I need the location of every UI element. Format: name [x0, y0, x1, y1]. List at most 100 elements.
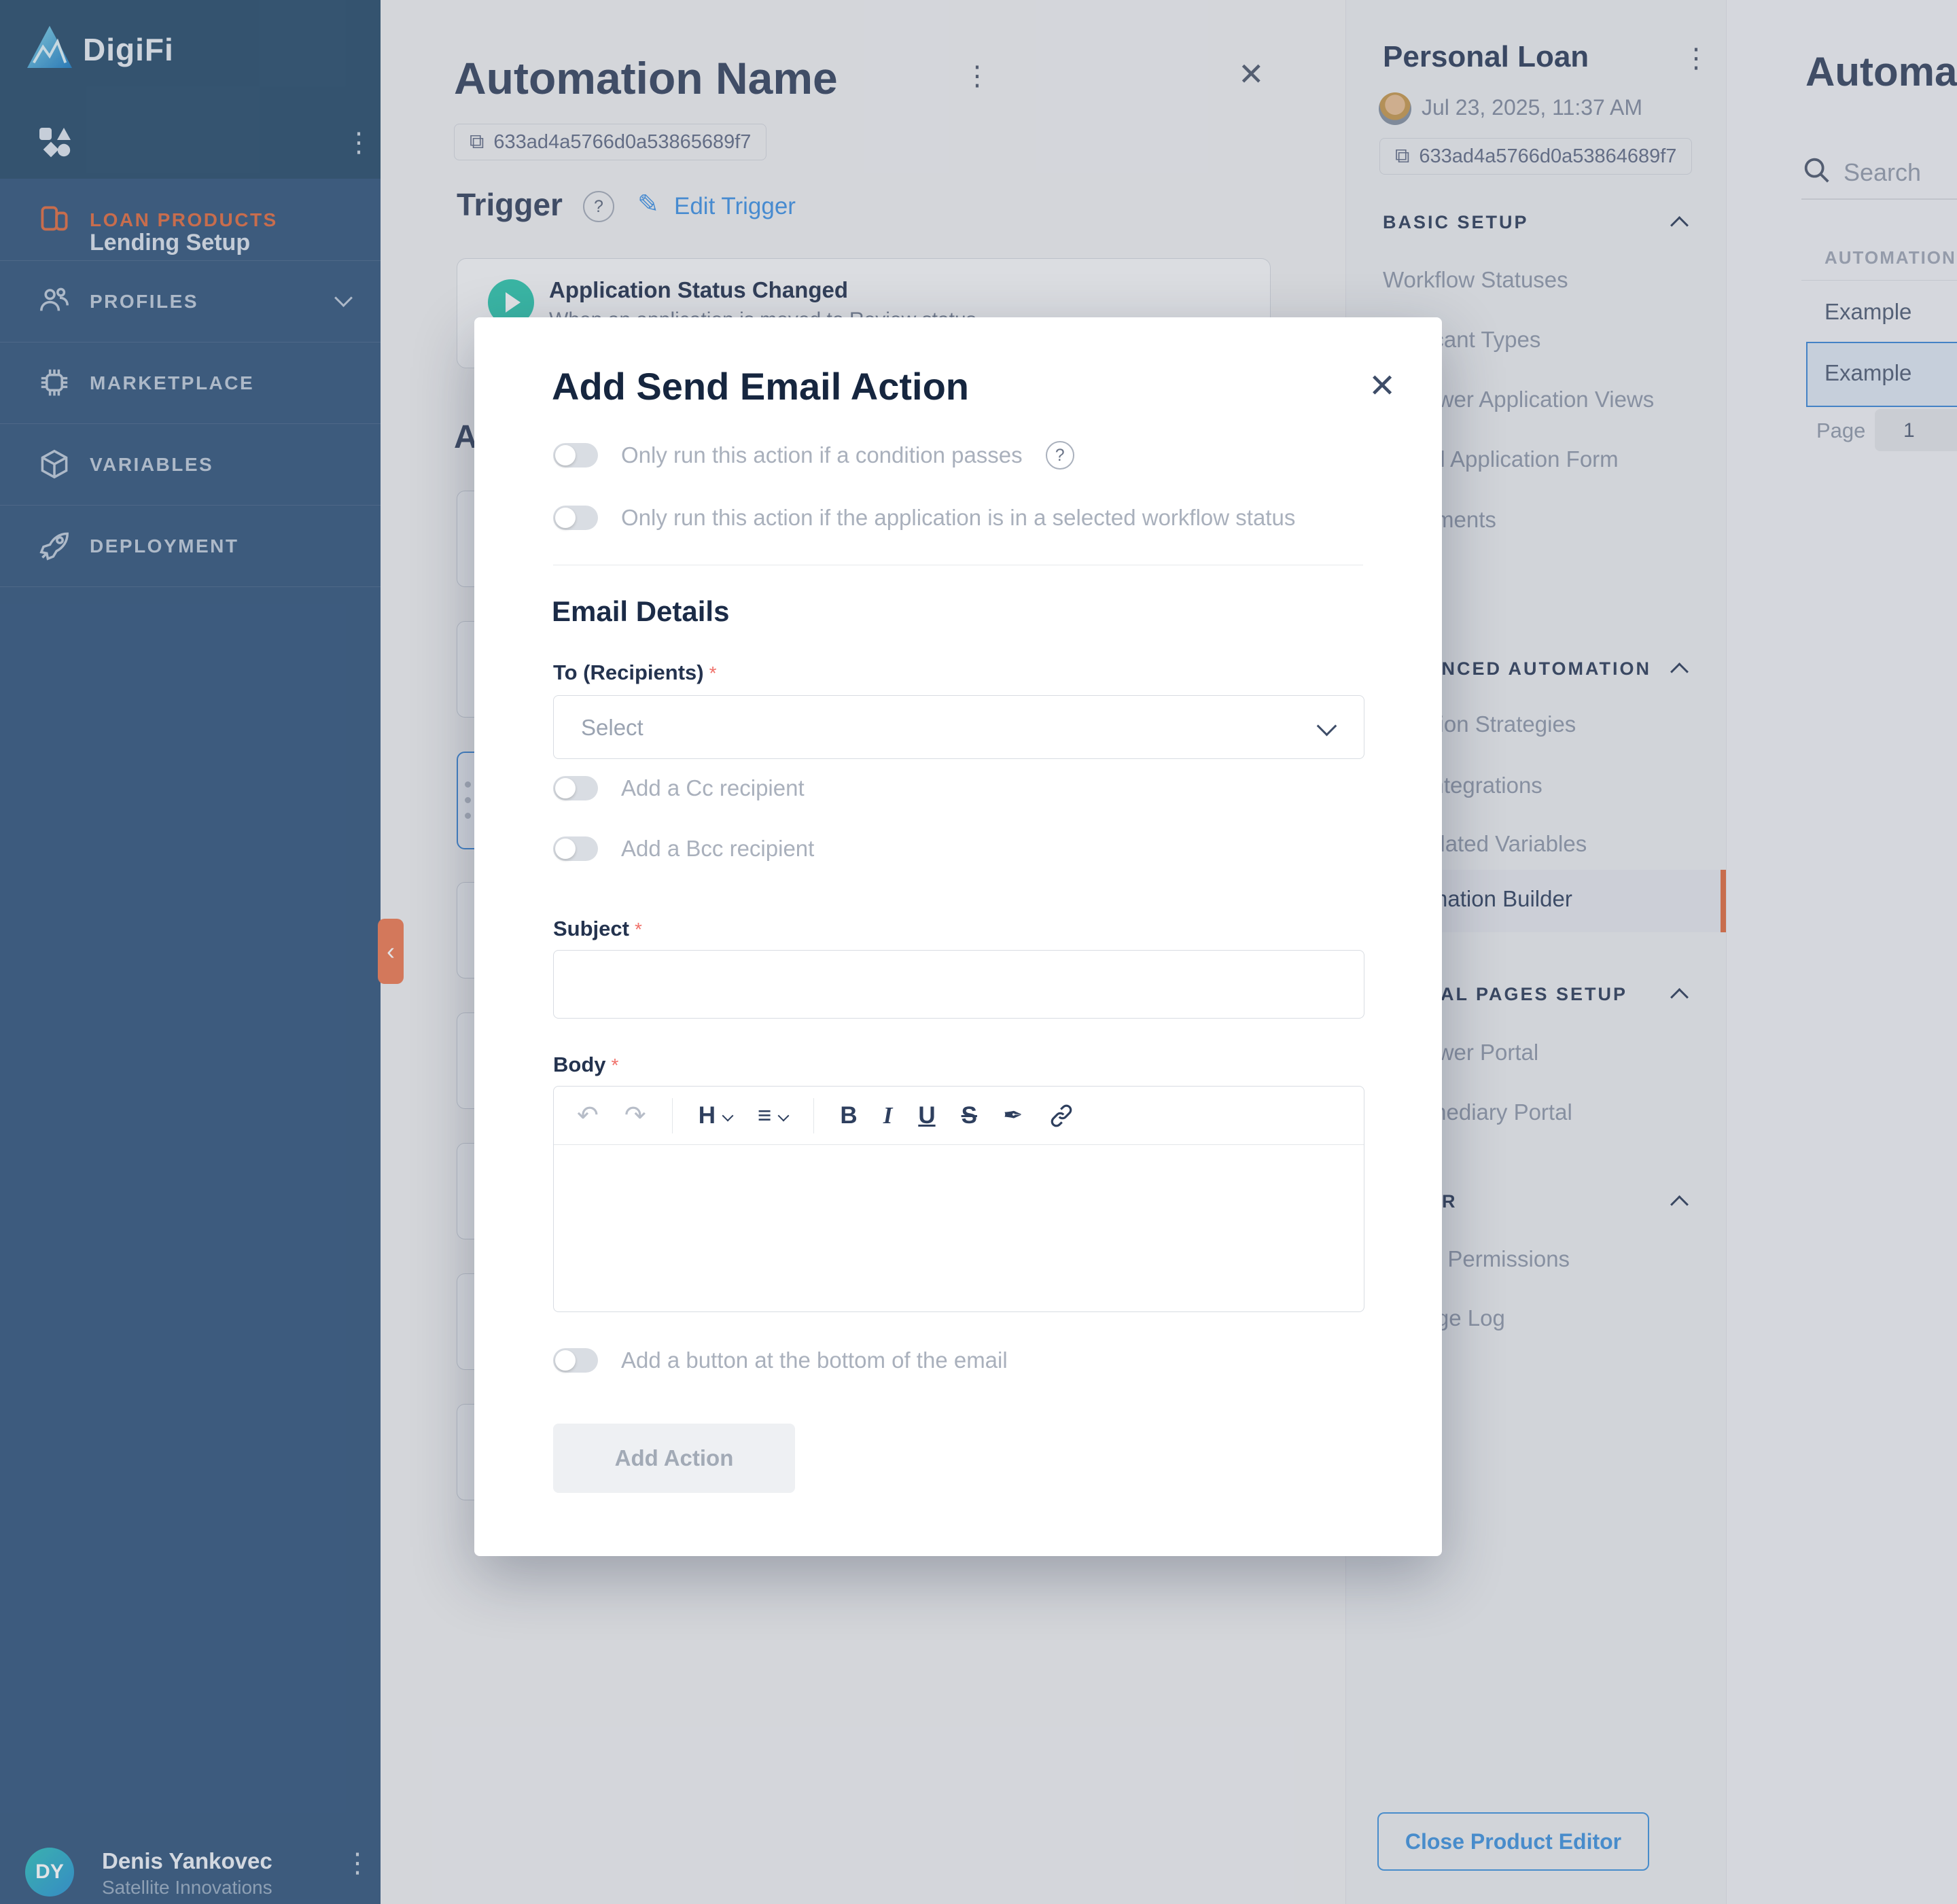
modal-title: Add Send Email Action [552, 365, 969, 408]
pencil-icon: ✎ [637, 190, 659, 219]
menu-item-workflow-statuses[interactable]: Workflow Statuses [1383, 267, 1568, 292]
active-item-bar [1721, 870, 1726, 932]
chevron-down-icon [722, 1110, 734, 1121]
profiles-icon [40, 287, 69, 311]
strikethrough-button[interactable]: S [961, 1102, 977, 1129]
digifi-logo-icon [27, 25, 72, 69]
user-name: Denis Yankovec [102, 1848, 272, 1873]
condition-help-icon[interactable]: ? [1045, 441, 1074, 470]
italic-button[interactable]: I [883, 1102, 893, 1129]
cc-toggle-row: Add a Cc recipient [553, 766, 805, 811]
sidebar-item-label: VARIABLES [90, 454, 214, 475]
add-action-button[interactable]: Add Action [553, 1424, 795, 1493]
user-menu-icon[interactable]: ⋮ [344, 1848, 371, 1878]
automations-heading: Automations [1805, 49, 1957, 94]
sidebar-item-variables[interactable]: VARIABLES [0, 423, 381, 506]
sidebar-item-marketplace[interactable]: MARKETPLACE [0, 342, 381, 424]
table-row-selected-label: Example [1824, 360, 1912, 385]
workflow-status-toggle[interactable] [553, 506, 598, 530]
sidebar-item-deployment[interactable]: DEPLOYMENT [0, 505, 381, 587]
product-date: Jul 23, 2025, 11:37 AM [1422, 95, 1642, 120]
bcc-toggle-row: Add a Bcc recipient [553, 826, 814, 871]
chevron-down-icon [1316, 716, 1337, 737]
bcc-toggle-label: Add a Bcc recipient [621, 835, 815, 861]
underline-button[interactable]: U [918, 1102, 936, 1129]
toolbar-divider [813, 1097, 815, 1133]
automation-menu-icon[interactable]: ⋮ [964, 61, 991, 91]
search-icon [1804, 158, 1829, 183]
table-row-selected[interactable] [1806, 342, 1957, 407]
trigger-heading: Trigger [457, 187, 563, 222]
product-menu-icon[interactable]: ⋮ [1682, 43, 1710, 73]
drag-handle-icon[interactable] [465, 781, 471, 788]
condition-toggle-label: Only run this action if a condition pass… [621, 442, 1023, 468]
section-basic-setup[interactable]: BASIC SETUP [1383, 212, 1529, 232]
sidebar-header: DigiFi Lending Setup ⋮ [0, 0, 381, 254]
bcc-toggle[interactable] [553, 836, 598, 861]
add-send-email-action-modal: Add Send Email Action ✕ Only run this ac… [474, 317, 1442, 1556]
subject-label-row: Subject * [553, 917, 642, 941]
user-org: Satellite Innovations [102, 1877, 272, 1898]
to-recipients-label: To (Recipients) [553, 660, 704, 684]
chevron-left-icon: ‹ [387, 937, 395, 965]
user-avatar[interactable]: DY [25, 1848, 74, 1897]
recipients-select[interactable]: Select [553, 695, 1364, 759]
page-title: Automation Name [454, 53, 838, 103]
select-placeholder: Select [581, 715, 643, 740]
collapse-panel-button[interactable]: ‹ [378, 919, 404, 984]
cc-toggle[interactable] [553, 776, 598, 800]
product-id-chip[interactable]: ⧉ 633ad4a5766d0a53864689f7 [1379, 138, 1693, 175]
undo-icon[interactable]: ↶ [577, 1101, 599, 1130]
workspace-switcher[interactable]: Lending Setup ⋮ [0, 109, 381, 254]
body-editor[interactable]: ↶ ↷ H ≡ B I U S ✒ [553, 1086, 1364, 1312]
required-asterisk: * [611, 1055, 619, 1076]
workspace-menu-icon[interactable]: ⋮ [345, 128, 372, 158]
email-button-toggle-row: Add a button at the bottom of the email [553, 1338, 1008, 1383]
deployment-rocket-icon [39, 532, 69, 561]
sidebar-item-label: LOAN PRODUCTS [90, 209, 278, 230]
column-header-automation-name: AUTOMATION NAME [1824, 247, 1957, 268]
workflow-toggle-label: Only run this action if the application … [621, 504, 1296, 530]
table-row[interactable]: Example [1824, 299, 1912, 324]
email-button-toggle[interactable] [553, 1348, 598, 1373]
copy-icon[interactable]: ⧉ [1395, 145, 1410, 167]
condition-toggle-row: Only run this action if a condition pass… [553, 433, 1074, 478]
search-input[interactable]: Search [1844, 158, 1922, 186]
subject-label: Subject [553, 917, 629, 940]
subject-input[interactable] [553, 950, 1364, 1019]
page-number-box[interactable]: 1 [1875, 409, 1957, 451]
close-product-editor-button[interactable]: Close Product Editor [1377, 1812, 1649, 1871]
loan-products-icon [41, 206, 68, 231]
sidebar-item-label: MARKETPLACE [90, 372, 255, 393]
page-label: Page [1816, 419, 1866, 442]
redo-icon[interactable]: ↷ [624, 1101, 646, 1130]
body-label: Body [553, 1053, 606, 1076]
close-automation-icon[interactable]: ✕ [1238, 56, 1265, 92]
sidebar: DigiFi Lending Setup ⋮ LOAN PRODUCTS PRO… [0, 0, 381, 1904]
heading-dropdown[interactable]: H [699, 1104, 734, 1127]
sidebar-item-label: DEPLOYMENT [90, 535, 239, 557]
bold-button[interactable]: B [840, 1102, 858, 1129]
sidebar-item-profiles[interactable]: PROFILES [0, 260, 381, 342]
highlight-icon[interactable]: ✒ [1002, 1102, 1023, 1129]
trigger-help-icon[interactable]: ? [583, 191, 614, 222]
copy-icon[interactable]: ⧉ [470, 130, 484, 153]
product-title: Personal Loan [1383, 40, 1589, 73]
edit-trigger-link[interactable]: Edit Trigger [674, 193, 796, 219]
workflow-toggle-row: Only run this action if the application … [553, 495, 1295, 540]
link-icon[interactable] [1048, 1103, 1074, 1129]
condition-toggle[interactable] [553, 443, 598, 468]
brand-name: DigiFi [83, 32, 174, 67]
to-recipients-label-row: To (Recipients) * [553, 660, 717, 685]
sidebar-item-label: PROFILES [90, 291, 199, 312]
chevron-down-icon [777, 1110, 790, 1121]
product-id: 633ad4a5766d0a53864689f7 [1419, 145, 1677, 167]
table-divider [1801, 280, 1957, 281]
list-dropdown[interactable]: ≡ [758, 1104, 790, 1127]
page-number: 1 [1903, 419, 1915, 442]
marketplace-chip-icon [41, 369, 68, 396]
modal-close-icon[interactable]: ✕ [1369, 368, 1396, 404]
automation-id-chip[interactable]: ⧉ 633ad4a5766d0a53865689f7 [454, 124, 767, 160]
sidebar-item-loan-products[interactable]: LOAN PRODUCTS [0, 179, 381, 261]
required-asterisk: * [634, 919, 642, 940]
